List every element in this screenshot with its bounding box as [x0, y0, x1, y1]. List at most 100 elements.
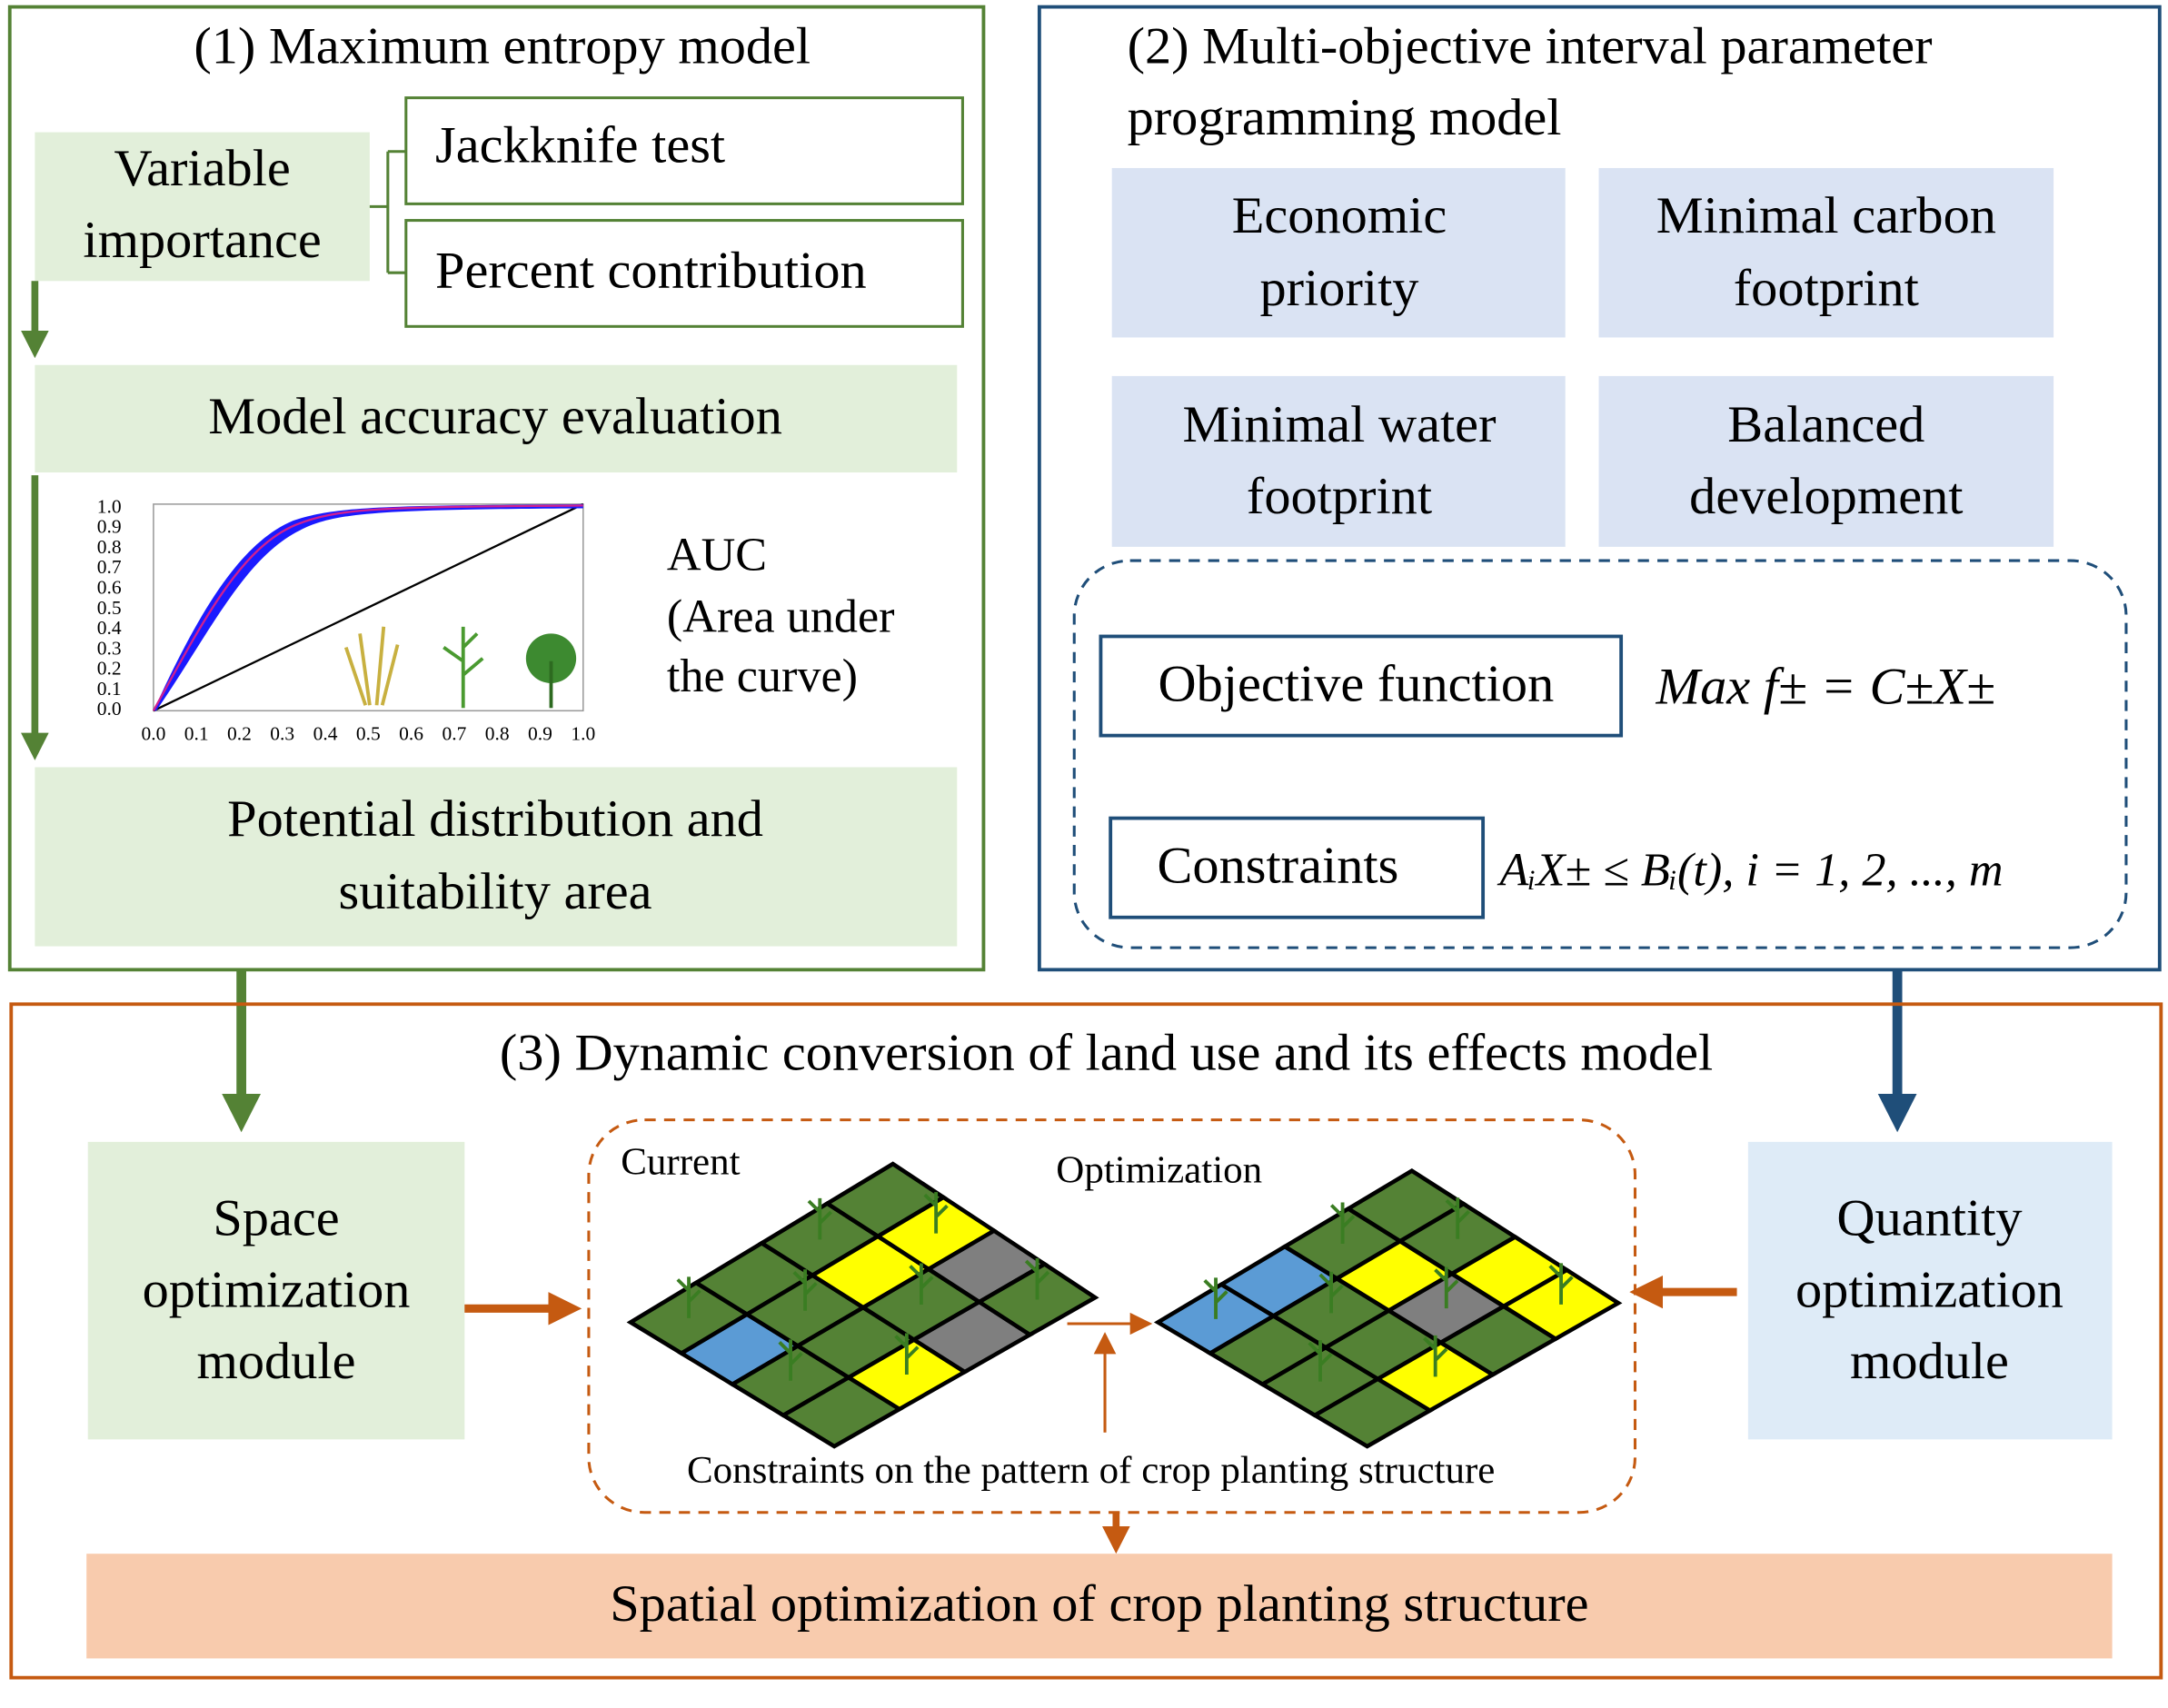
roc-x-tick-label: 0.0 [141, 723, 165, 745]
objective-text: development [1689, 466, 1963, 525]
auc-text: the curve) [667, 650, 858, 702]
objective-text: footprint [1734, 258, 1919, 317]
panel-1-title: (1) Maximum entropy model [194, 16, 811, 75]
accuracy-box [35, 364, 958, 473]
crop-icon [1445, 1197, 1470, 1239]
result-text: suitability area [339, 862, 652, 921]
crop-icon [1423, 1335, 1448, 1377]
roc-y-tick-label: 0.0 [97, 698, 122, 720]
crop-icon [1203, 1277, 1228, 1319]
roc-x-tick-label: 0.9 [528, 723, 552, 745]
accuracy-text: Model accuracy evaluation [208, 386, 782, 445]
space-module-box [87, 1141, 465, 1440]
method-text: Jackknife test [435, 115, 725, 174]
objective-function-text: Objective function [1159, 654, 1555, 713]
objective-text: Economic [1232, 185, 1447, 244]
crop-icon [1024, 1257, 1050, 1300]
method-box [404, 96, 964, 205]
objective-text: Balanced [1727, 395, 1924, 454]
roc-x-tick-label: 0.7 [442, 723, 466, 745]
panel-3-title: (3) Dynamic conversion of land use and i… [500, 1023, 1713, 1082]
space-module-text: Space [213, 1188, 339, 1247]
roc-y-tick-label: 0.2 [97, 658, 122, 680]
crop-icon [909, 1263, 934, 1305]
quantity-module-text: optimization [1795, 1260, 2064, 1319]
roc-x-tick-label: 0.1 [184, 723, 209, 745]
quantity-module-text: Quantity [1836, 1188, 2022, 1247]
roc-curve [152, 504, 583, 711]
crop-icon [1434, 1266, 1459, 1309]
objective-text: priority [1259, 258, 1418, 317]
roc-y-tick-label: 0.9 [97, 516, 122, 538]
constraints-box [1109, 816, 1486, 919]
panel-2-title: programming model [1128, 87, 1562, 146]
quantity-module-box [1747, 1141, 2113, 1440]
auc-text: (Area under [667, 591, 895, 643]
final-result-text: Spatial optimization of crop planting st… [610, 1574, 1588, 1633]
bracket [369, 150, 406, 274]
objective-text: Minimal water [1182, 395, 1496, 454]
roc-y-tick-label: 0.7 [97, 556, 122, 578]
plant-icons [343, 626, 577, 709]
crop-icon [676, 1276, 701, 1318]
variable-importance-text: Variable [114, 139, 290, 198]
objective-box [1598, 167, 2054, 338]
objective-text: footprint [1247, 466, 1432, 525]
roc-y-tick-label: 0.8 [97, 536, 122, 558]
space-module-text: module [197, 1332, 356, 1391]
method-text: Percent contribution [435, 241, 867, 300]
method-box [404, 219, 964, 328]
roc-plot: 1.00.90.80.70.60.50.40.30.20.10.00.0 0.1 0… [97, 495, 596, 744]
crop-icon [923, 1192, 949, 1234]
roc-y-tick-label: 0.4 [97, 617, 122, 639]
roc-y-tick-label: 1.0 [97, 495, 122, 517]
constraint-formula: AᵢX± ≤ Bᵢ(t), i = 1, 2, ..., m [1497, 845, 2004, 897]
panel-2-border [1037, 5, 2162, 972]
roc-y-tick-label: 0.6 [97, 577, 122, 599]
panel-3-border [9, 1002, 2163, 1680]
constraints-text: Constraints [1158, 836, 1399, 895]
panel-1-border [7, 5, 986, 972]
final-result-box [86, 1554, 2113, 1659]
roc-x-tick-label: 0.6 [399, 723, 423, 745]
crop-icon [1308, 1340, 1333, 1382]
land-grids [626, 1161, 1623, 1449]
current-label: Current [621, 1141, 740, 1184]
roc-diagonal [153, 502, 584, 712]
roc-x-tick-label: 0.8 [485, 723, 510, 745]
objective-text: Minimal carbon [1656, 185, 1996, 244]
roc-y-tick-label: 0.5 [97, 597, 122, 619]
crop-icon [778, 1339, 803, 1381]
roc-band [153, 503, 583, 711]
objective-formula: Max f± = C±X± [1656, 657, 1996, 716]
optimization-label: Optimization [1056, 1149, 1262, 1192]
crop-icon [1548, 1263, 1574, 1305]
panel-2-title: (2) Multi-objective interval parameter [1128, 16, 1933, 75]
crop-icon [807, 1197, 832, 1240]
crop-icon [792, 1269, 818, 1311]
roc-y-tick-label: 0.3 [97, 637, 122, 659]
result-text: Potential distribution and [227, 789, 763, 848]
roc-y-tick-label: 0.1 [97, 678, 122, 700]
grid-dashed-box [587, 1118, 1637, 1514]
quantity-module-text: module [1850, 1332, 2009, 1391]
result-box [35, 767, 958, 947]
variable-importance-text: importance [83, 210, 321, 269]
crop-icon [894, 1333, 920, 1375]
roc-x-tick-label: 0.5 [356, 723, 381, 745]
objective-box [1111, 375, 1566, 547]
crop-icon [1318, 1271, 1344, 1314]
pattern-constraints-text: Constraints on the pattern of crop plant… [687, 1449, 1495, 1492]
model-dashed-box [1072, 559, 2128, 949]
roc-x-tick-label: 0.3 [270, 723, 294, 745]
roc-x-tick-label: 0.2 [227, 723, 252, 745]
variable-importance-box [35, 132, 370, 282]
space-module-text: optimization [143, 1260, 411, 1319]
auc-text: AUC [667, 530, 767, 581]
roc-x-tick-label: 0.4 [313, 723, 338, 745]
roc-x-tick-label: 1.0 [571, 723, 595, 745]
crop-icon [1329, 1202, 1356, 1245]
objective-box [1598, 375, 2054, 547]
objective-box [1111, 167, 1566, 338]
